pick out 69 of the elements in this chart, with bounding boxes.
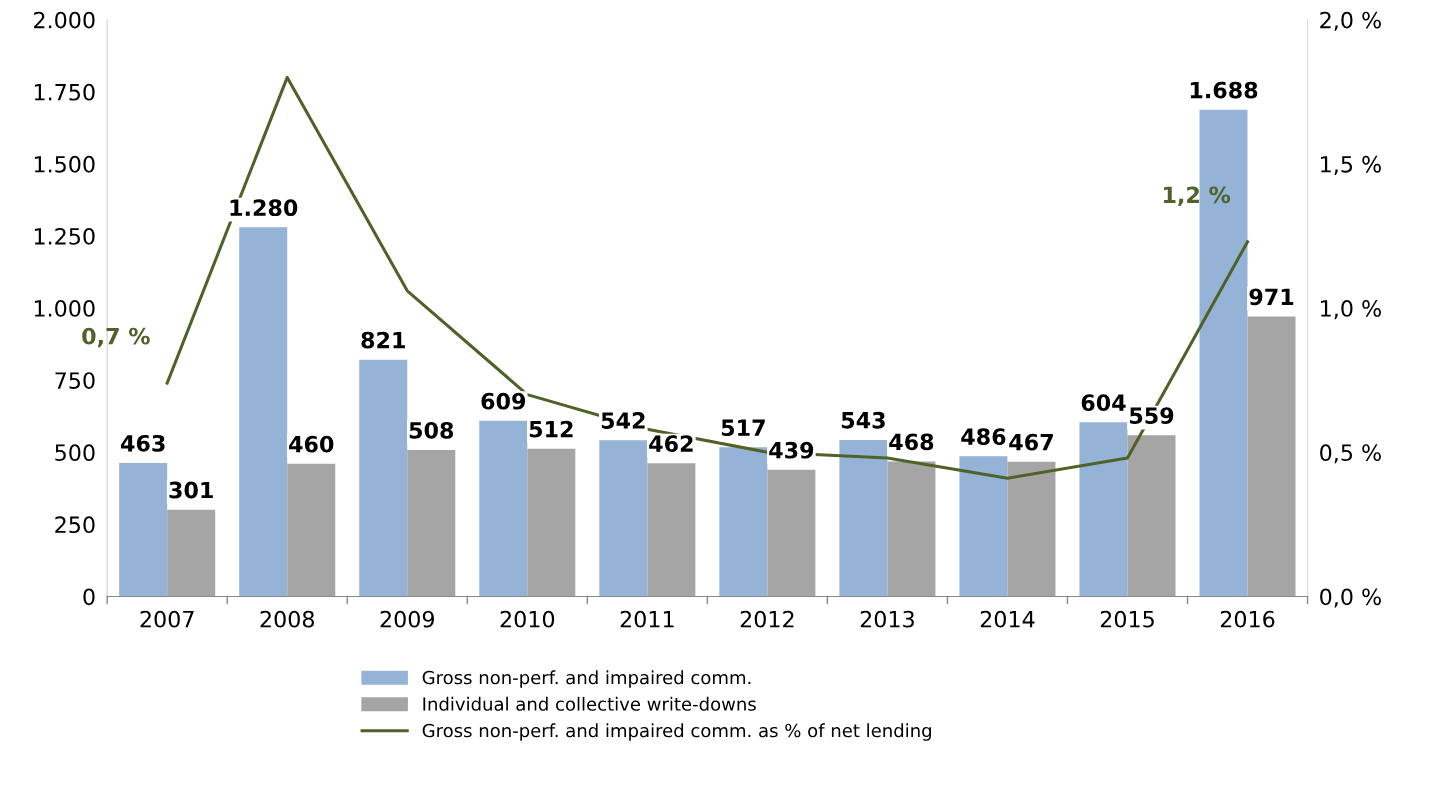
data-label: 609 [481, 392, 526, 410]
y-tick-label: 1.250 [34, 227, 95, 245]
data-label: 463 [120, 434, 165, 452]
legend-label: Gross non-perf. and impaired comm. as % of net lending [422, 723, 931, 741]
bar [767, 469, 816, 597]
data-label: 439 [769, 441, 814, 459]
data-label: 1,2 % [1163, 186, 1231, 207]
bar [407, 449, 456, 597]
bar [167, 509, 216, 597]
data-label: 559 [1130, 407, 1174, 425]
x-tick-label: 2009 [380, 610, 434, 628]
x-tick-label: 2011 [620, 610, 674, 628]
x-tick-label: 2010 [500, 610, 555, 628]
legend-label: Gross non-perf. and impaired comm. [422, 670, 751, 688]
y-tick-label: 750 [55, 372, 95, 389]
y-tick-label: 1.000 [34, 300, 95, 317]
data-label: 1.688 [1190, 81, 1258, 99]
data-label: 508 [409, 421, 454, 439]
legend-label: Individual and collective write-downs [423, 696, 756, 711]
x-tick-label: 2016 [1220, 610, 1275, 628]
data-label: 468 [889, 433, 934, 451]
bar [359, 359, 408, 597]
y2-tick-label: 2,0 % [1320, 11, 1381, 31]
x-tick-label: 2013 [860, 610, 914, 628]
y2-tick-label: 0,5 % [1320, 444, 1381, 464]
data-label: 460 [289, 435, 334, 453]
bar [719, 447, 768, 597]
y2-tick-label: 1,0 % [1321, 300, 1381, 320]
bar [119, 462, 168, 597]
y2-tick-label: 0,0 % [1320, 588, 1381, 608]
y-tick-label: 1.500 [34, 155, 95, 173]
data-label: 486 [961, 428, 1006, 446]
data-label: 301 [169, 481, 213, 499]
x-tick-label: 2008 [260, 610, 314, 628]
bar [599, 440, 648, 597]
bar [287, 463, 336, 597]
data-label: 542 [601, 412, 645, 429]
bar [1247, 316, 1296, 597]
bar [887, 461, 936, 597]
data-label: 821 [361, 331, 405, 349]
bar [1127, 435, 1176, 597]
bar [959, 456, 1008, 597]
data-label: 512 [529, 420, 573, 438]
bar [239, 227, 288, 597]
bar [647, 463, 696, 597]
bar [1079, 422, 1128, 597]
bar [1199, 109, 1248, 597]
x-tick-label: 2007 [140, 610, 194, 628]
bar [479, 420, 528, 597]
x-tick-label: 2012 [740, 610, 794, 628]
bar [1007, 461, 1056, 597]
bar [839, 439, 888, 597]
data-label: 604 [1081, 394, 1126, 412]
y2-tick-label: 1,5 % [1321, 155, 1381, 175]
data-label: 462 [649, 435, 693, 452]
x-tick-label: 2014 [980, 610, 1035, 628]
y-tick-label: 0 [83, 588, 95, 606]
x-tick-label: 2015 [1100, 610, 1154, 628]
data-label: 543 [841, 411, 885, 429]
data-label: 0,7 % [82, 327, 150, 348]
bar [527, 448, 576, 597]
data-label: 1.280 [230, 199, 298, 217]
y-tick-label: 1.750 [34, 83, 95, 101]
y-tick-label: 500 [55, 444, 95, 462]
data-label: 467 [1009, 433, 1053, 451]
data-label: 517 [721, 419, 765, 437]
y-tick-label: 2.000 [34, 11, 95, 29]
y-tick-label: 250 [55, 516, 95, 534]
data-label: 971 [1249, 288, 1294, 306]
